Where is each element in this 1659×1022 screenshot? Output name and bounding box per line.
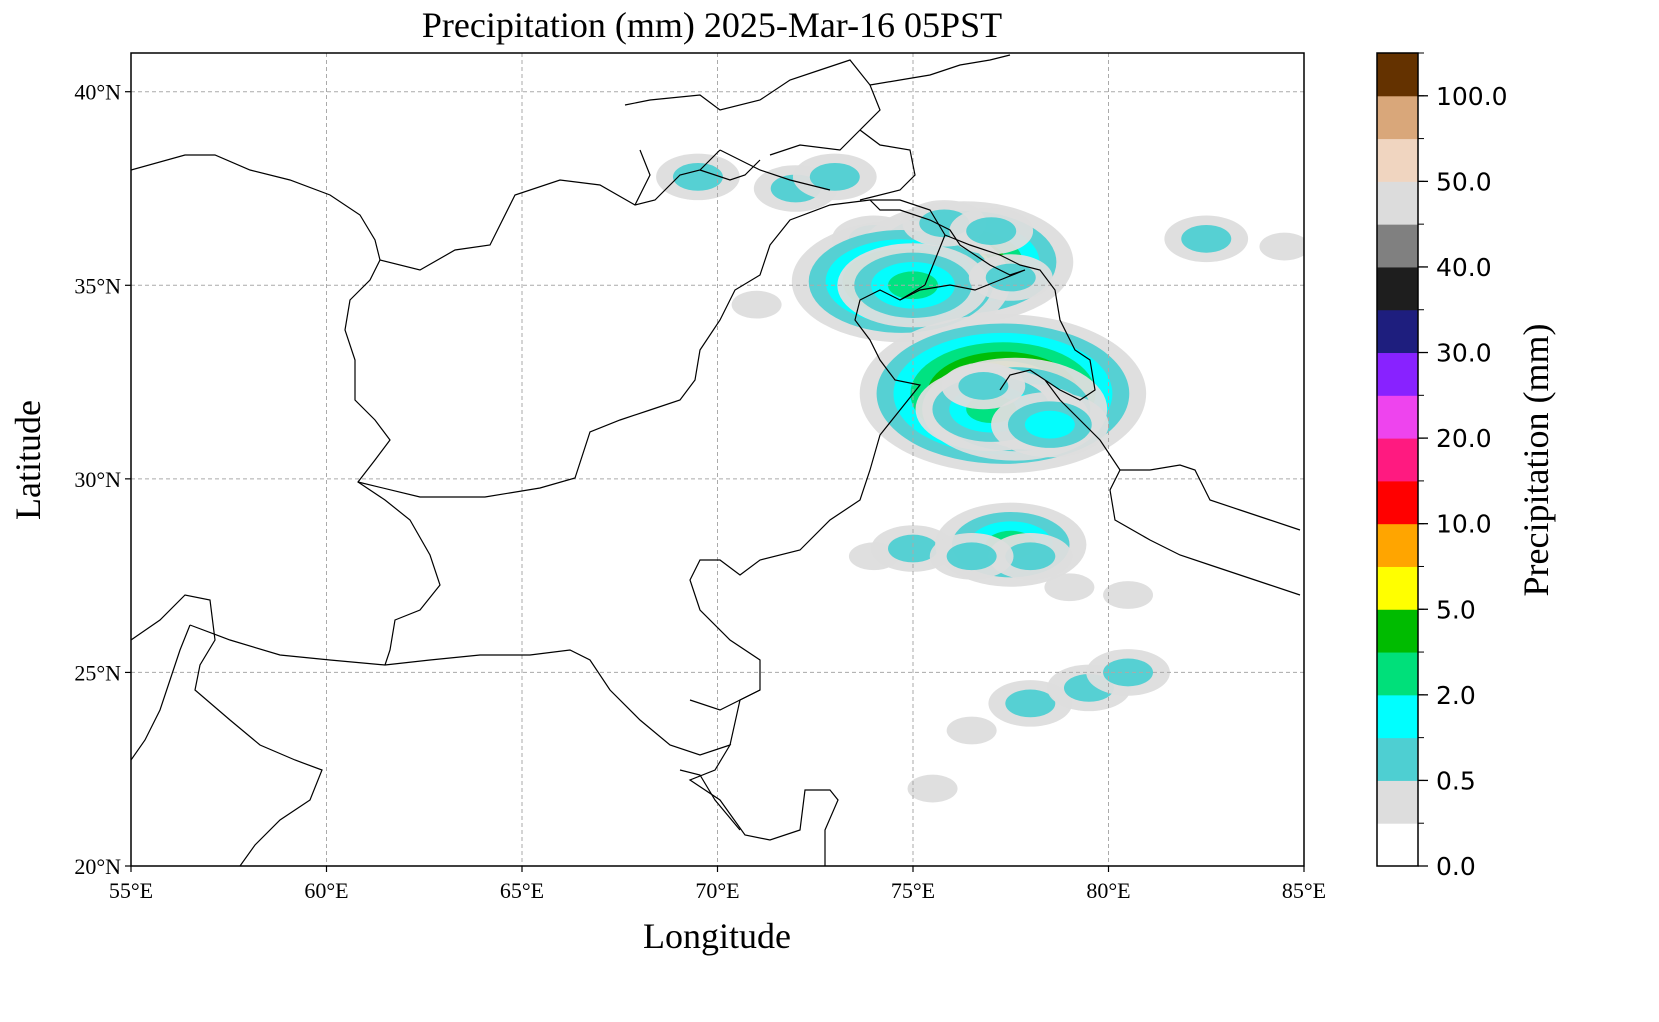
x-tick-label: 80°E — [1086, 878, 1130, 903]
latitude-ticks: 20°N 25°N 30°N 35°N 40°N — [74, 80, 131, 879]
pakistan-india-border — [689, 234, 946, 746]
x-tick-label: 60°E — [304, 878, 348, 903]
precipitation-layer — [656, 153, 1304, 803]
central-asia-borders — [624, 59, 916, 206]
precip-area-rajasthan — [848, 502, 1154, 609]
country-borders — [131, 54, 1301, 866]
colorbar-band — [1377, 53, 1418, 97]
colorbar-band — [1377, 266, 1418, 311]
precip-cell — [1259, 232, 1304, 261]
colorbar-tick-label: 20.0 — [1436, 424, 1492, 453]
colorbar-label: Precipitation (mm) — [1516, 324, 1556, 597]
precip-cell — [1005, 542, 1056, 571]
precip-area-gilgit-baltistan — [791, 200, 1074, 343]
precip-cell — [672, 163, 723, 191]
graticule — [131, 53, 1304, 866]
precip-cell — [966, 217, 1017, 245]
colorbar-band — [1377, 823, 1418, 867]
x-tick-label: 65°E — [500, 878, 544, 903]
colorbar-frame — [1376, 52, 1419, 867]
precip-cell — [946, 716, 997, 745]
nepal-border — [1109, 469, 1301, 596]
colorbar-band — [1377, 309, 1418, 354]
precip-cell — [1024, 410, 1075, 439]
colorbar-band — [1377, 523, 1418, 567]
colorbar-band — [1377, 352, 1418, 396]
precip-area-himachal — [859, 314, 1147, 474]
colorbar: 0.0 0.5 2.0 5.0 10.0 20.0 30.0 40.0 50.0 100.0 Pr… — [1376, 52, 1556, 881]
colorbar-tick-label: 100.0 — [1436, 82, 1508, 111]
x-tick-label: 55°E — [109, 878, 153, 903]
iran-east-border — [344, 259, 441, 666]
colorbar-band — [1377, 224, 1418, 268]
kyrgyz-border — [869, 54, 1011, 86]
x-axis-label: Longitude — [643, 916, 791, 956]
map-panel[interactable] — [130, 52, 1309, 867]
india-china-border — [944, 234, 1301, 531]
colorbar-band — [1377, 737, 1418, 781]
precip-cell — [1044, 573, 1095, 602]
precip-area-madhya-pradesh — [907, 649, 1170, 803]
precip-cell — [985, 263, 1036, 292]
colorbar-tick-label: 50.0 — [1436, 167, 1492, 196]
colorbar-band — [1377, 694, 1418, 739]
y-tick-label: 35°N — [74, 273, 121, 298]
y-tick-label: 30°N — [74, 467, 121, 492]
iran-north-border — [131, 149, 721, 271]
colorbar-tick-label: 2.0 — [1436, 681, 1476, 710]
coastline-pakistan-iran — [189, 624, 839, 866]
precip-cell — [1005, 689, 1056, 718]
colorbar-band — [1377, 138, 1418, 182]
india-inner-border — [999, 369, 1046, 391]
y-tick-label: 40°N — [74, 80, 121, 105]
afghan-pakistan-border — [357, 199, 946, 498]
x-tick-label: 70°E — [695, 878, 739, 903]
precip-cell — [907, 774, 958, 803]
precip-area-tajik — [656, 153, 1304, 319]
x-tick-label: 85°E — [1282, 878, 1326, 903]
colorbar-band — [1377, 395, 1418, 439]
precip-cell — [1103, 581, 1154, 609]
colorbar-ticks: 0.0 0.5 2.0 5.0 10.0 20.0 30.0 40.0 50.0 100.0 — [1418, 52, 1508, 881]
coastline-oman-gulf — [131, 624, 191, 761]
coastline-arabia — [131, 594, 323, 866]
kashmir-loc — [869, 199, 1026, 301]
precip-cell — [809, 163, 860, 191]
x-tick-label: 75°E — [891, 878, 935, 903]
precip-cell — [946, 542, 997, 571]
colorbar-band — [1377, 780, 1418, 824]
colorbar-bands — [1377, 53, 1418, 867]
colorbar-tick-label: 0.5 — [1436, 766, 1476, 795]
chart-title: Precipitation (mm) 2025-Mar-16 05PST — [422, 5, 1002, 45]
y-tick-label: 20°N — [74, 854, 121, 879]
colorbar-band — [1377, 95, 1418, 140]
colorbar-tick-label: 30.0 — [1436, 339, 1492, 368]
y-tick-label: 25°N — [74, 660, 121, 685]
colorbar-tick-label: 10.0 — [1436, 510, 1492, 539]
colorbar-band — [1377, 566, 1418, 610]
colorbar-band — [1377, 438, 1418, 482]
precip-cell — [888, 534, 938, 563]
colorbar-band — [1377, 181, 1418, 225]
colorbar-tick-label: 0.0 — [1436, 852, 1476, 881]
precip-cell — [1181, 224, 1232, 253]
longitude-ticks: 55°E 60°E 65°E 70°E 75°E 80°E 85°E — [109, 866, 1326, 903]
gujarat-kutch — [689, 689, 761, 711]
y-axis-label: Latitude — [8, 400, 48, 520]
colorbar-tick-label: 40.0 — [1436, 253, 1492, 282]
colorbar-band — [1377, 480, 1418, 525]
colorbar-band — [1377, 609, 1418, 653]
colorbar-tick-label: 5.0 — [1436, 595, 1476, 624]
colorbar-band — [1377, 652, 1418, 696]
kathiawar-coast — [679, 769, 741, 831]
precip-cell — [958, 372, 1009, 400]
precip-cell — [731, 290, 782, 319]
